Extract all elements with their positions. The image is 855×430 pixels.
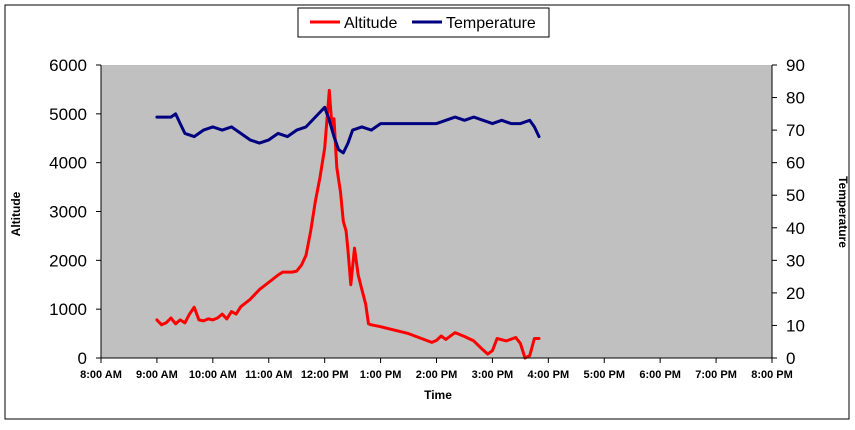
y-right-tick-label: 40 (786, 219, 805, 238)
y-right-tick-label: 70 (786, 121, 805, 140)
series-lines (155, 88, 541, 360)
series-line-temperature (155, 105, 541, 155)
x-tick-label: 10:00 AM (189, 369, 237, 381)
x-tick-label: 5:00 PM (583, 369, 625, 381)
x-tick-label: 11:00 AM (245, 369, 292, 381)
x-tick-label: 12:00 PM (301, 369, 349, 381)
x-tick-label: 2:00 PM (416, 369, 458, 381)
y-left-tick-label: 3000 (49, 203, 87, 222)
y-right-tick-label: 10 (786, 316, 805, 335)
plot-area (101, 65, 772, 358)
legend-label-temperature: Temperature (446, 15, 536, 32)
x-tick-label: 8:00 AM (80, 369, 122, 381)
x-tick-label: 8:00 PM (751, 369, 793, 381)
y-left-tick-label: 5000 (49, 105, 87, 124)
y-left-tick-label: 2000 (49, 251, 87, 270)
axis-ticks (96, 64, 777, 363)
x-axis-title: Time (424, 388, 452, 402)
y-left-tick-label: 4000 (49, 154, 87, 173)
y-right-tick-label: 0 (786, 349, 795, 368)
y-left-tick-label: 1000 (49, 300, 87, 319)
x-tick-labels: 8:00 AM 9:00 AM 10:00 AM 11:00 AM 12:00 PM 1:… (80, 369, 793, 381)
x-tick-label: 7:00 PM (695, 369, 737, 381)
y-right-tick-labels: 0 10 20 30 40 50 60 70 80 90 (786, 56, 805, 368)
y-right-tick-label: 50 (786, 186, 805, 205)
legend: Altitude Temperature (297, 7, 550, 38)
y-right-tick-label: 20 (786, 284, 805, 303)
y-right-tick-label: 80 (786, 89, 805, 108)
y-left-tick-label: 0 (78, 349, 87, 368)
y-left-tick-labels: 0 1000 2000 3000 4000 5000 6000 (49, 56, 87, 368)
y-right-tick-label: 90 (786, 56, 805, 75)
x-tick-label: 6:00 PM (639, 369, 681, 381)
y-right-tick-label: 60 (786, 154, 805, 173)
x-tick-label: 3:00 PM (472, 369, 514, 381)
y-right-axis-title: Temperature (836, 176, 850, 248)
x-tick-label: 1:00 PM (360, 369, 402, 381)
x-tick-label: 9:00 AM (136, 369, 178, 381)
legend-label-altitude: Altitude (344, 15, 397, 32)
x-tick-label: 4:00 PM (528, 369, 570, 381)
y-left-tick-label: 6000 (49, 56, 87, 75)
y-right-tick-label: 30 (786, 251, 805, 270)
y-left-axis-title: Altitude (9, 191, 23, 236)
